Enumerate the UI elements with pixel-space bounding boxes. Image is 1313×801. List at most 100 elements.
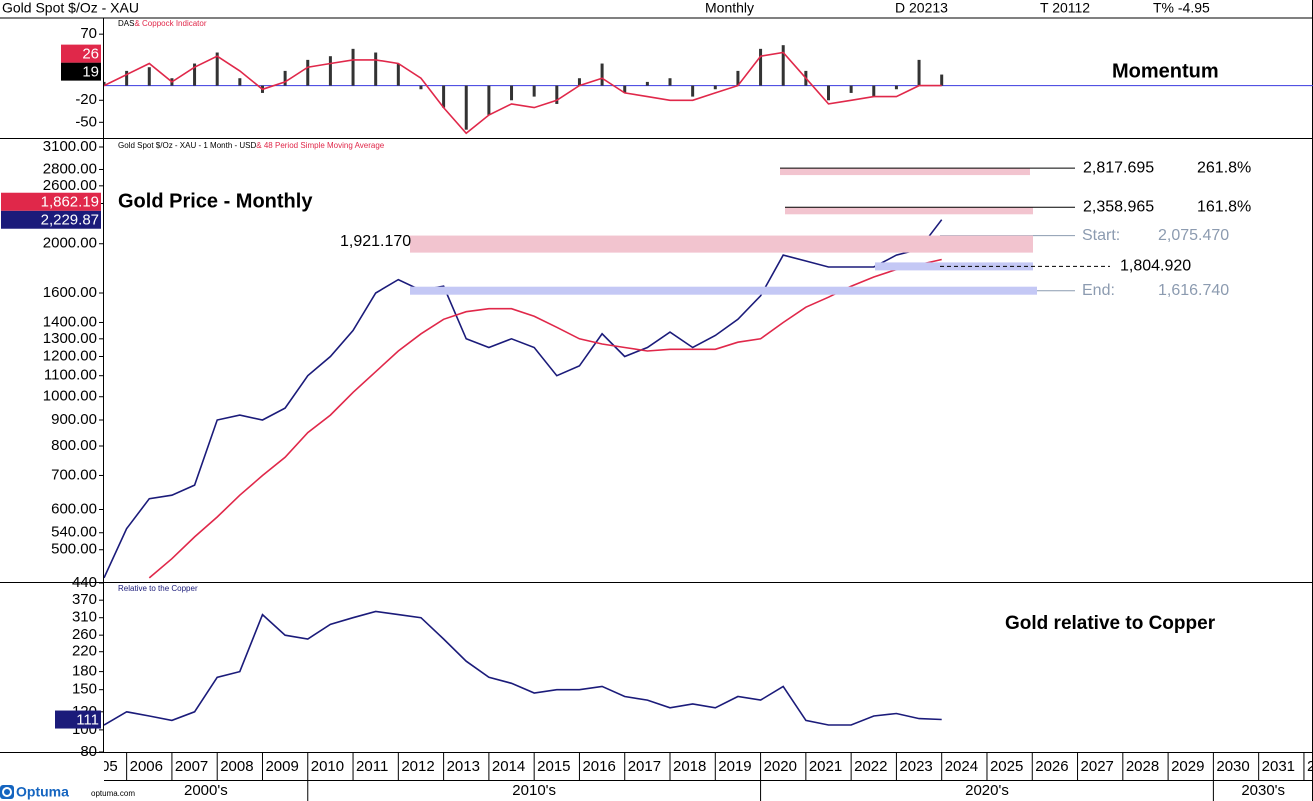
bar bbox=[306, 59, 310, 86]
y-tick-label: 2600.00 bbox=[43, 177, 97, 194]
level-label: 2,817.695 bbox=[1083, 159, 1154, 176]
bar bbox=[442, 85, 446, 108]
x-tick-label: 2016 bbox=[582, 758, 615, 775]
x-tick-label: 2027 bbox=[1081, 758, 1114, 775]
value-box-label: 2,229.87 bbox=[41, 212, 99, 229]
level-band bbox=[410, 286, 1037, 295]
x-tick-label: 2022 bbox=[854, 758, 887, 775]
legend-entry: Gold Spot $/Oz - XAU - 1 Month - USD bbox=[118, 141, 256, 150]
bar bbox=[419, 85, 423, 90]
y-tick-label: 500.00 bbox=[51, 541, 97, 558]
bar bbox=[147, 67, 151, 86]
x-axis: 2005 2006 2007 2008 2009 2010 2011 2012 2013 2014… bbox=[84, 752, 1313, 801]
y-tick-label: 440 bbox=[72, 574, 97, 591]
legend-separator: & bbox=[134, 19, 140, 28]
bar bbox=[396, 63, 400, 86]
bar bbox=[238, 78, 242, 86]
header-d: D 20213 bbox=[895, 0, 948, 16]
y-tick-label: 80 bbox=[80, 743, 97, 760]
bar bbox=[464, 85, 468, 130]
decade-label: 2030's bbox=[1241, 782, 1285, 799]
bar bbox=[894, 85, 898, 90]
series-line bbox=[148, 258, 942, 579]
legend: Gold Spot $/Oz - XAU - 1 Month - USD& 48… bbox=[118, 141, 385, 150]
value-box-label: 1,862.19 bbox=[41, 194, 99, 211]
level-label: 1,804.920 bbox=[1120, 258, 1191, 275]
x-tick-label: 2008 bbox=[220, 758, 253, 775]
level-band bbox=[410, 235, 1033, 253]
bar bbox=[351, 48, 355, 86]
bar bbox=[781, 45, 785, 86]
y-tick-label: 540.00 bbox=[51, 524, 97, 541]
header-t: T 20112 bbox=[1040, 0, 1090, 16]
logo-icon bbox=[2, 787, 12, 797]
level-tag: End: bbox=[1082, 282, 1115, 299]
y-tick-label: 1400.00 bbox=[43, 313, 97, 330]
x-tick-label: 2014 bbox=[492, 758, 525, 775]
y-tick-label: 700.00 bbox=[51, 466, 97, 483]
y-tick-label: 600.00 bbox=[51, 500, 97, 517]
series-line bbox=[104, 219, 943, 579]
bar bbox=[328, 56, 332, 86]
x-tick-label: 2012 bbox=[401, 758, 434, 775]
x-tick-label: 2011 bbox=[356, 758, 388, 775]
header-tpct: T% -4.95 bbox=[1153, 0, 1210, 16]
decade-label: 2000's bbox=[184, 782, 228, 799]
bar bbox=[193, 63, 197, 86]
bar bbox=[125, 70, 129, 86]
level-band bbox=[780, 168, 1030, 176]
value-box bbox=[61, 44, 101, 63]
level-label: 2,075.470 bbox=[1158, 227, 1229, 244]
y-tick-label: 260 bbox=[72, 626, 97, 643]
logo-url: optuma.com bbox=[91, 789, 135, 798]
header-symbol: Gold Spot $/Oz - XAU bbox=[2, 0, 139, 16]
legend-entry: 48 Period Simple Moving Average bbox=[264, 141, 385, 150]
logo-text: Optuma bbox=[16, 784, 69, 800]
value-box-label: 19 bbox=[82, 64, 99, 81]
bar bbox=[215, 52, 219, 86]
y-tick-label: 310 bbox=[72, 609, 97, 626]
y-tick-label: 900.00 bbox=[51, 411, 97, 428]
annotation: Gold relative to Copper bbox=[1005, 613, 1216, 634]
bar bbox=[736, 70, 740, 86]
x-tick-label: 2024 bbox=[945, 758, 978, 775]
y-tick-label: 1600.00 bbox=[43, 284, 97, 301]
y-tick-label: -20 bbox=[75, 91, 97, 108]
y-tick-label: 1300.00 bbox=[43, 330, 97, 347]
plot-area bbox=[104, 219, 943, 579]
x-tick-label: 2029 bbox=[1171, 758, 1204, 775]
bar bbox=[555, 85, 559, 104]
x-tick-label: 2025 bbox=[990, 758, 1023, 775]
bar bbox=[849, 85, 853, 93]
y-tick-label: 2000.00 bbox=[43, 235, 97, 252]
legend-entry: DAS bbox=[118, 19, 134, 28]
bar bbox=[668, 78, 672, 86]
series-line bbox=[104, 610, 942, 726]
y-tick-label: 70 bbox=[80, 25, 97, 42]
x-tick-label: 2007 bbox=[175, 758, 208, 775]
level-label: 1,921.170 bbox=[340, 233, 411, 250]
level-band bbox=[785, 207, 1033, 215]
y-tick-label: -50 bbox=[75, 113, 97, 130]
level-label: 1,616.740 bbox=[1158, 282, 1229, 299]
value-box bbox=[61, 62, 101, 81]
level-tag: 261.8% bbox=[1197, 159, 1251, 176]
value-box-label: 26 bbox=[82, 46, 99, 63]
annotation: Gold Price - Monthly bbox=[118, 190, 313, 212]
x-tick-label: 2021 bbox=[809, 758, 842, 775]
y-tick-label: 1200.00 bbox=[43, 347, 97, 364]
x-tick-label: 2015 bbox=[537, 758, 570, 775]
bar bbox=[826, 85, 830, 101]
bar bbox=[374, 52, 378, 86]
decade-label: 2010's bbox=[512, 782, 556, 799]
y-tick-label: 150 bbox=[72, 681, 97, 698]
bar bbox=[487, 85, 491, 115]
x-tick-label: 2032 bbox=[1307, 758, 1313, 775]
y-tick-label: 2800.00 bbox=[43, 160, 97, 177]
decade-label: 2020's bbox=[965, 782, 1009, 799]
bar bbox=[940, 74, 944, 86]
y-tick-label: 370 bbox=[72, 591, 97, 608]
x-tick-label: 2005 bbox=[84, 758, 117, 775]
